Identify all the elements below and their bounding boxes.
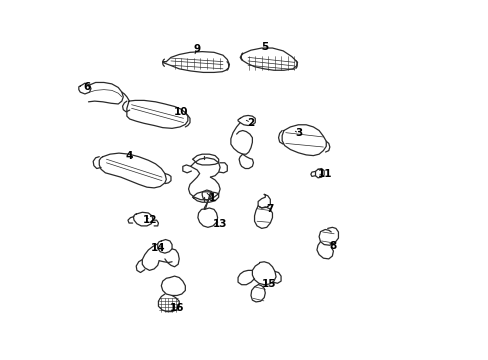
Text: 4: 4 xyxy=(125,150,132,161)
Text: 6: 6 xyxy=(83,82,90,93)
Text: 2: 2 xyxy=(247,118,254,128)
Text: 3: 3 xyxy=(295,129,302,138)
Text: 7: 7 xyxy=(266,204,273,214)
Text: 11: 11 xyxy=(317,169,332,179)
Text: 13: 13 xyxy=(212,219,227,229)
Text: 16: 16 xyxy=(169,303,184,313)
Text: 15: 15 xyxy=(261,279,276,289)
Text: 5: 5 xyxy=(261,42,268,51)
Text: 8: 8 xyxy=(329,241,336,251)
Text: 9: 9 xyxy=(193,45,200,54)
Text: 12: 12 xyxy=(143,215,158,225)
Text: 10: 10 xyxy=(173,107,187,117)
Text: 1: 1 xyxy=(208,193,215,203)
Text: 14: 14 xyxy=(150,243,164,253)
